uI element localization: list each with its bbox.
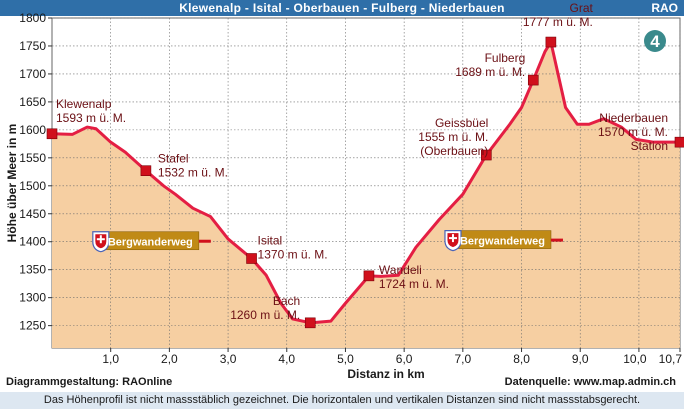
x-tick-label: 2,0	[161, 352, 178, 366]
waypoint-marker	[363, 270, 375, 282]
y-tick-label: 1750	[19, 39, 46, 53]
x-axis-label: Distanz in km	[347, 367, 424, 381]
waypoint-marker	[140, 165, 152, 176]
waypoint-label-line: Niederbauen	[599, 111, 668, 125]
waypoint-label-line: Bach	[273, 294, 300, 308]
x-tick-label: 4,0	[278, 352, 295, 366]
waypoint-marker	[545, 36, 557, 48]
route-number-badge	[644, 30, 666, 52]
trail-sign-arrow	[198, 239, 211, 243]
waypoint-label-line: Fulberg	[485, 51, 526, 65]
waypoint-label: Fulberg 1689 m ü. M.	[455, 51, 525, 79]
waypoint-label-line: 1555 m ü. M.	[418, 130, 488, 144]
waypoint-label: Bach 1260 m ü. M.	[230, 294, 300, 322]
waypoint-label-line: Station	[631, 139, 668, 153]
title-bar: Klewenalp - Isital - Oberbauen - Fulberg…	[0, 0, 684, 16]
waypoint-label-line: Wandeli	[379, 263, 422, 277]
y-tick-label: 1350	[19, 263, 46, 277]
waypoint-label: Klewenalp 1593 m ü. M.	[56, 97, 126, 125]
x-tick-label: 5,0	[337, 352, 354, 366]
x-tick-label: 8,0	[513, 352, 530, 366]
waypoint-label-line: Klewenalp	[56, 97, 112, 111]
x-tick-label: 3,0	[220, 352, 237, 366]
waypoint-marker	[481, 149, 492, 161]
trail-sign-arrow	[550, 238, 563, 242]
y-tick-label: 1400	[19, 235, 46, 249]
waypoint-label-line: 1570 m ü. M.	[598, 125, 668, 139]
y-tick-label: 1250	[19, 319, 46, 333]
y-tick-label: 1300	[19, 291, 46, 305]
elevation-chart: 1250 1300 1350 1400 1450 1500 1550 1600 1650 1700…	[5, 1, 684, 381]
footer-note: Das Höhenprofil ist nicht massstäblich g…	[0, 392, 684, 409]
waypoint-marker	[246, 253, 257, 264]
swiss-cross-h	[448, 237, 457, 240]
y-tick-label: 1500	[19, 179, 46, 193]
waypoint-label: Geissbüel 1555 m ü. M. (Oberbauen)	[418, 116, 488, 158]
waypoint-marker	[527, 74, 539, 86]
waypoint-label-line: 1777 m ü. M.	[523, 15, 593, 29]
trail-sign-label: Bergwanderweg	[460, 236, 545, 248]
x-tick-label: 10,7	[659, 352, 683, 366]
x-tick-label: 7,0	[454, 352, 471, 366]
waypoint-label-line: (Oberbauen)	[420, 144, 488, 158]
trail-sign-label: Bergwanderweg	[108, 237, 193, 249]
x-tick-label: 10,0	[623, 352, 647, 366]
route-number-text: 4	[650, 32, 660, 51]
waypoint-label-line: 1593 m ü. M.	[56, 111, 126, 125]
waypoint-marker	[304, 317, 316, 329]
waypoint-label: Grat 1777 m ü. M.	[523, 1, 594, 29]
waypoint-label-line: Grat	[570, 1, 594, 15]
waypoint-label-line: 1532 m ü. M.	[158, 166, 228, 180]
x-tick-label: 1,0	[102, 352, 119, 366]
y-tick-label: 1450	[19, 207, 46, 221]
footer-source: Datenquelle: www.map.admin.ch	[504, 376, 676, 388]
x-tick-label: 6,0	[396, 352, 413, 366]
y-tick-label: 1800	[19, 11, 46, 25]
waypoint-label: Niederbauen 1570 m ü. M. Station	[598, 111, 668, 153]
profile-area	[52, 42, 680, 349]
brand-label: RAO	[651, 1, 678, 15]
waypoint-label-line: Geissbüel	[435, 116, 488, 130]
waypoint-label-line: 1260 m ü. M.	[230, 308, 300, 322]
y-axis-label: Höhe über Meer in m	[5, 124, 19, 243]
waypoint-label: Isital 1370 m ü. M.	[258, 234, 328, 262]
waypoint-marker	[46, 128, 58, 140]
waypoint-marker	[674, 136, 684, 148]
waypoint-label: Wandeli 1724 m ü. M.	[379, 263, 449, 291]
swiss-cross-h	[96, 238, 105, 241]
footer-credit: Diagrammgestaltung: RAOnline	[6, 376, 173, 388]
y-tick-label: 1700	[19, 67, 46, 81]
y-tick-label: 1650	[19, 95, 46, 109]
waypoint-label: Stafel 1532 m ü. M.	[158, 152, 228, 180]
y-tick-label: 1600	[19, 123, 46, 137]
waypoint-label-line: 1724 m ü. M.	[379, 277, 449, 291]
waypoint-label-line: Stafel	[158, 152, 189, 166]
waypoint-label-line: 1370 m ü. M.	[258, 248, 328, 262]
waypoint-label-line: Isital	[258, 234, 283, 248]
x-tick-label: 9,0	[572, 352, 589, 366]
waypoint-label-line: 1689 m ü. M.	[455, 65, 525, 79]
y-tick-label: 1550	[19, 151, 46, 165]
chart-title: Klewenalp - Isital - Oberbauen - Fulberg…	[179, 1, 505, 15]
